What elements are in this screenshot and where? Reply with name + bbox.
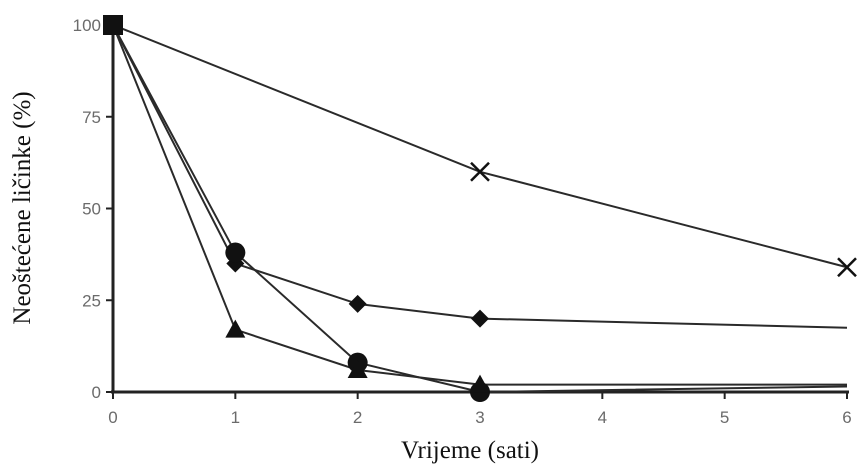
y-tick-label-25: 25 (82, 291, 101, 310)
triangle-marker-series-3-point-2 (347, 359, 368, 378)
diamond-series-line (112, 24, 848, 329)
x-tick-label-1: 1 (231, 408, 240, 427)
circle-series-line (112, 24, 848, 394)
x-tick-label-0: 0 (108, 408, 117, 427)
circle-marker-series-2-point-1 (225, 242, 246, 263)
triangle-marker-series-3-point-1 (225, 319, 246, 338)
y-tick-label-75: 75 (82, 108, 101, 127)
series-lines (112, 24, 848, 394)
tick-labels: 0 1 2 3 4 5 6 0 25 50 75 100 (73, 16, 852, 427)
x-axis-title: Vrijeme (sati) (401, 437, 539, 464)
x-tick-label-2: 2 (353, 408, 362, 427)
diamond-marker-series-1-point-3 (471, 309, 489, 328)
y-axis-title: Neoštećene ličinke (%) (9, 91, 36, 324)
y-tick-label-50: 50 (82, 200, 101, 219)
x-tick-label-3: 3 (475, 408, 484, 427)
x-tick-label-5: 5 (720, 408, 729, 427)
axes (111, 22, 849, 394)
diamond-marker-series-1-point-2 (348, 294, 367, 313)
ticks (106, 24, 848, 399)
y-tick-label-0: 0 (92, 383, 101, 402)
triangle-series-line (112, 24, 847, 386)
diamond-marker-series-1-point-1 (226, 254, 245, 273)
x-tick-label-4: 4 (598, 408, 607, 427)
triangle-marker-series-3-point-3 (470, 374, 490, 393)
x-tick-label-6: 6 (842, 408, 851, 427)
y-tick-label-100: 100 (73, 16, 101, 35)
cross-marker-series-0-point-1 (470, 161, 490, 182)
cross-marker-series-0-point-2 (837, 257, 857, 278)
markers (103, 15, 857, 402)
origin-square-marker (103, 15, 123, 35)
